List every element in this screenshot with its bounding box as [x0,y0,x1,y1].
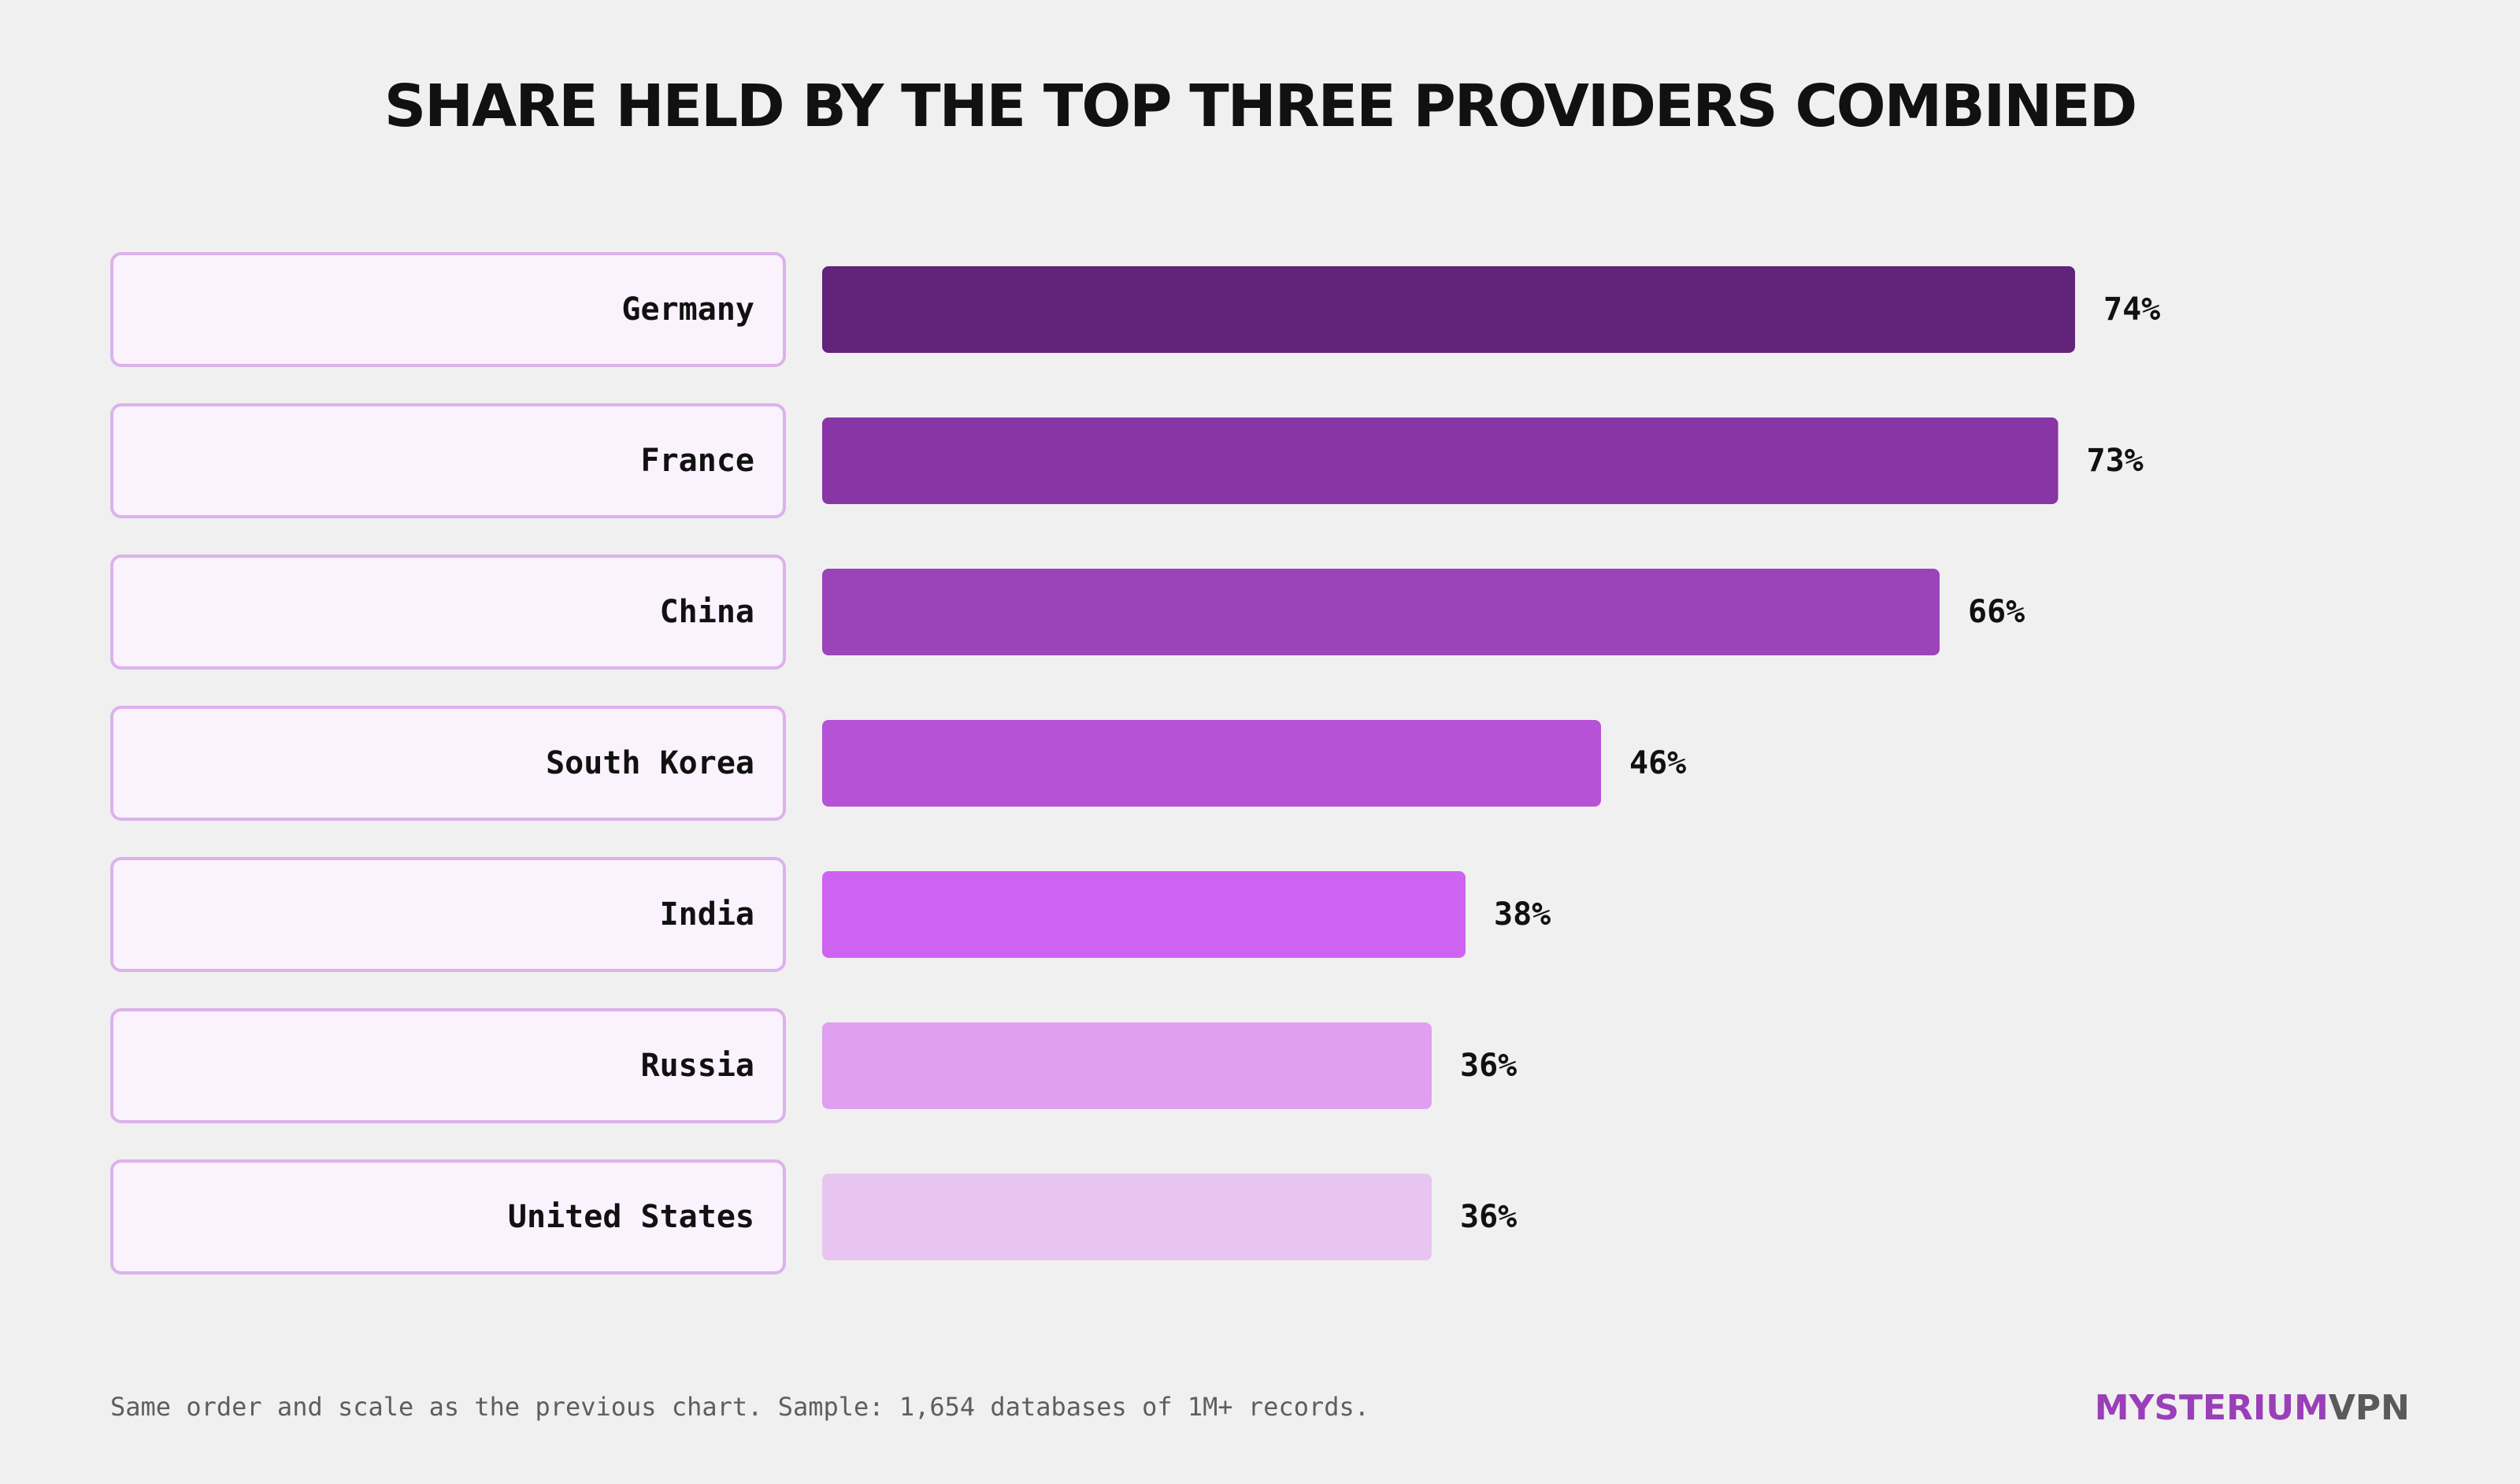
label-box-south-korea [110,706,786,821]
label-box-india [110,857,786,972]
brand-part-2: VPN [2328,1388,2410,1428]
brand-logo: MYSTERIUMVPN [2095,1388,2410,1428]
value-label-china: 66% [1968,594,2025,630]
bar-china [822,569,1940,655]
label-box-germany [110,252,786,367]
value-label-france: 73% [2087,443,2144,479]
bar-france [822,417,2059,504]
chart-title: SHARE HELD BY THE TOP THREE PROVIDERS CO… [384,72,2137,140]
category-label-united-states: United States [508,1199,754,1235]
value-label-united-states: 36% [1460,1199,1517,1235]
bar-germany [822,266,2075,353]
category-label-south-korea: South Korea [546,745,754,781]
value-label-russia: 36% [1460,1048,1517,1084]
label-box-united-states [110,1159,786,1274]
footnote: Same order and scale as the previous cha… [110,1392,1370,1422]
bar-chart: Germany 74% France 73% China 66% South Korea 46… [110,252,2160,1274]
label-box-china [110,555,786,670]
bar-united-states [822,1174,1432,1260]
label-box-france [110,403,786,518]
bar-south-korea [822,720,1601,807]
category-label-russia: Russia [641,1048,755,1084]
bar-india [822,871,1466,958]
category-label-india: India [660,896,754,933]
bar-russia [822,1022,1432,1109]
category-label-china: China [660,594,754,630]
category-label-germany: Germany [621,291,754,328]
label-box-russia [110,1008,786,1123]
value-label-india: 38% [1494,896,1551,933]
value-label-germany: 74% [2103,291,2160,328]
brand-part-1: MYSTERIUM [2094,1388,2329,1428]
value-label-south-korea: 46% [1629,745,1686,781]
category-label-france: France [641,443,755,479]
